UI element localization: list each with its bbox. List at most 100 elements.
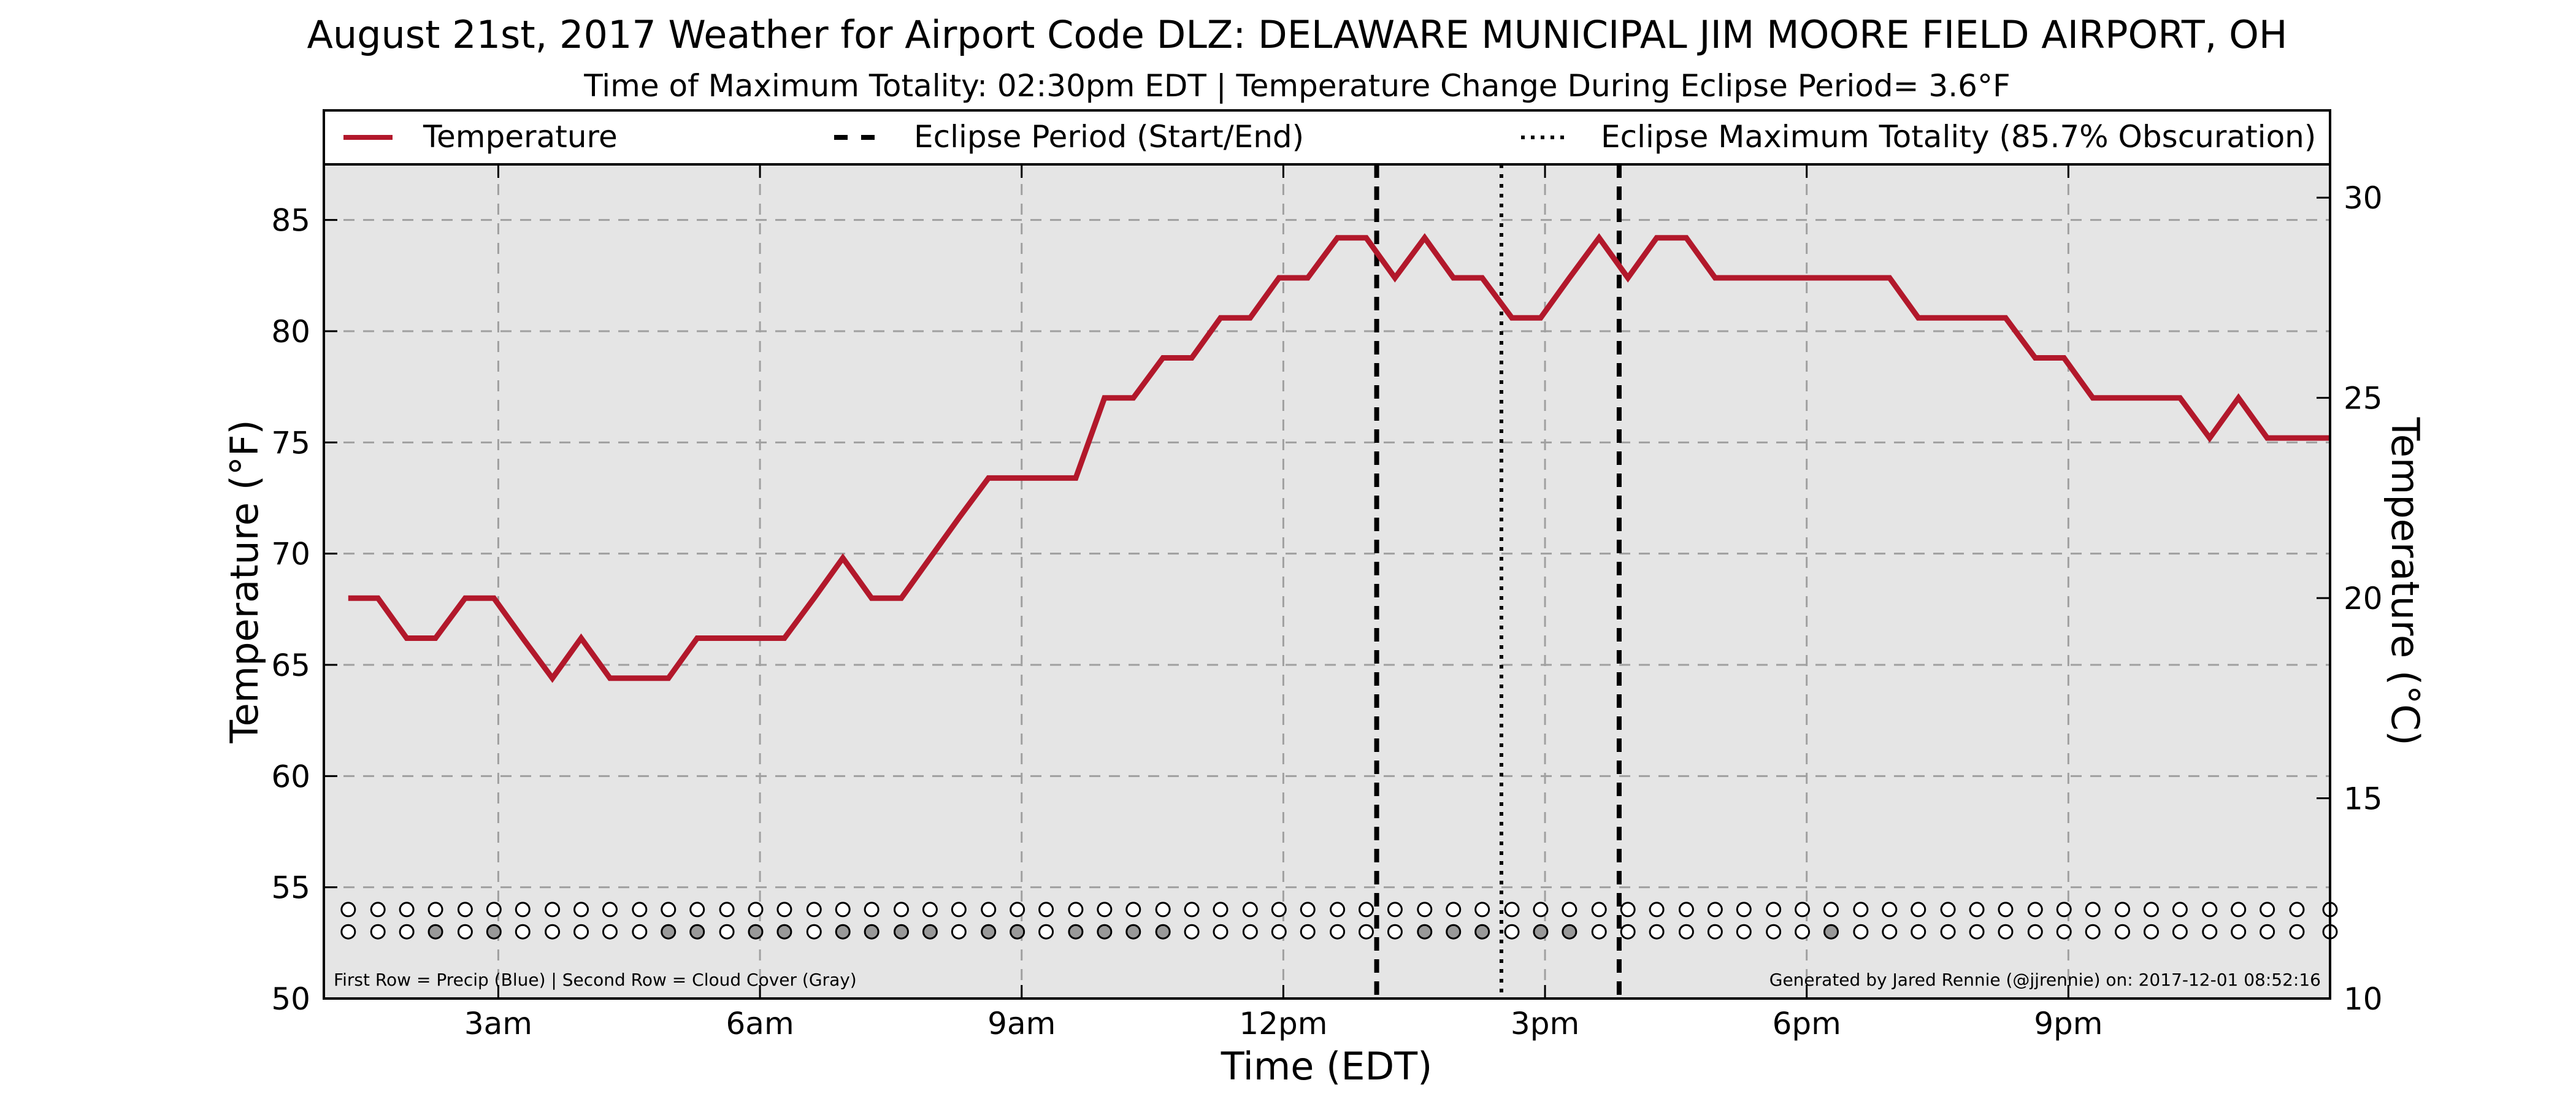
cloud-marker <box>1533 924 1549 940</box>
precip-marker <box>1417 902 1433 918</box>
cloud-marker <box>1068 924 1084 940</box>
precip-marker <box>1038 902 1054 918</box>
cloud-marker <box>776 924 792 940</box>
y2-tick-label: 30 <box>2344 180 2383 216</box>
cloud-marker <box>1330 924 1346 940</box>
cloud-marker <box>2056 924 2072 940</box>
precip-marker <box>835 902 851 918</box>
precip-marker <box>748 902 764 918</box>
legend-box <box>323 109 2331 166</box>
legend-label-temperature: Temperature <box>423 119 618 155</box>
y-tick-label: 80 <box>271 314 310 350</box>
precip-marker <box>864 902 880 918</box>
precip-marker <box>1446 902 1462 918</box>
precip-marker <box>1911 902 1926 918</box>
cloud-marker <box>1125 924 1141 940</box>
precip-marker <box>1330 902 1346 918</box>
cloud-marker <box>1474 924 1490 940</box>
cloud-marker <box>1940 924 1956 940</box>
precip-marker <box>632 902 648 918</box>
precip-marker <box>1010 902 1025 918</box>
precip-marker <box>1882 902 1898 918</box>
cloud-marker <box>1707 924 1723 940</box>
precip-marker <box>1387 902 1403 918</box>
cloud-marker <box>2289 924 2305 940</box>
precip-marker <box>1242 902 1258 918</box>
cloud-marker <box>1795 924 1811 940</box>
y-tick-label: 60 <box>271 759 310 794</box>
precip-marker <box>2231 902 2247 918</box>
plot-border <box>323 163 2331 1000</box>
footnote-left: First Row = Precip (Blue) | Second Row =… <box>334 970 857 990</box>
cloud-marker <box>1213 924 1229 940</box>
precip-marker <box>1504 902 1520 918</box>
precip-marker <box>1678 902 1694 918</box>
precip-marker <box>545 902 561 918</box>
cloud-marker <box>1446 924 1462 940</box>
x-tick-label: 6pm <box>1773 1006 1841 1041</box>
cloud-marker <box>1504 924 1520 940</box>
cloud-marker <box>1155 924 1171 940</box>
cloud-marker <box>1184 924 1200 940</box>
precip-marker <box>1533 902 1549 918</box>
precip-marker <box>457 902 473 918</box>
precip-marker <box>661 902 677 918</box>
precip-marker <box>922 902 938 918</box>
precip-marker <box>1213 902 1229 918</box>
precip-marker <box>486 902 502 918</box>
cloud-marker <box>981 924 997 940</box>
y-tick-label: 55 <box>271 870 310 906</box>
cloud-marker <box>719 924 735 940</box>
cloud-marker <box>2231 924 2247 940</box>
x-tick-label: 9pm <box>2034 1006 2103 1041</box>
cloud-marker <box>2027 924 2043 940</box>
cloud-marker <box>661 924 677 940</box>
x-tick-label: 3am <box>464 1006 532 1041</box>
x-axis-label: Time (EDT) <box>1221 1044 1433 1089</box>
cloud-marker <box>1969 924 1985 940</box>
precip-marker <box>951 902 967 918</box>
cloud-marker <box>1242 924 1258 940</box>
precip-marker <box>1707 902 1723 918</box>
precip-marker <box>1969 902 1985 918</box>
cloud-marker <box>1591 924 1607 940</box>
cloud-marker <box>1097 924 1113 940</box>
precip-marker <box>893 902 909 918</box>
marker-rows <box>340 902 2338 940</box>
y-axis-label: Temperature (°F) <box>222 420 267 743</box>
precip-marker <box>1125 902 1141 918</box>
cloud-marker <box>922 924 938 940</box>
cloud-marker <box>1562 924 1577 940</box>
cloud-marker <box>632 924 648 940</box>
cloud-marker <box>2260 924 2275 940</box>
footnote-right: Generated by Jared Rennie (@jjrennie) on… <box>1769 970 2321 990</box>
cloud-marker <box>1010 924 1025 940</box>
cloud-marker <box>1620 924 1636 940</box>
cloud-marker <box>427 924 443 940</box>
precip-marker <box>2289 902 2305 918</box>
series-layer <box>348 233 2330 683</box>
cloud-marker <box>457 924 473 940</box>
cloud-marker <box>689 924 705 940</box>
y-tick-label: 85 <box>271 203 310 239</box>
precip-marker <box>1823 902 1839 918</box>
cloud-marker <box>1649 924 1665 940</box>
x-tick-label: 9am <box>987 1006 1056 1041</box>
precip-marker <box>1358 902 1374 918</box>
cloud-marker <box>1766 924 1782 940</box>
cloud-marker <box>1678 924 1694 940</box>
series-line-temperature <box>348 233 2330 683</box>
precip-marker <box>573 902 589 918</box>
legend-label-eclipse-max: Eclipse Maximum Totality (85.7% Obscurat… <box>1601 119 2316 155</box>
cloud-marker <box>1823 924 1839 940</box>
precip-marker <box>719 902 735 918</box>
precip-marker <box>602 902 618 918</box>
cloud-marker <box>399 924 415 940</box>
cloud-marker <box>2143 924 2159 940</box>
cloud-marker <box>515 924 531 940</box>
precip-marker <box>1766 902 1782 918</box>
y-tick-label: 75 <box>271 425 310 461</box>
cloud-marker <box>573 924 589 940</box>
precip-marker <box>1562 902 1577 918</box>
x-tick-label: 12pm <box>1239 1006 1327 1041</box>
